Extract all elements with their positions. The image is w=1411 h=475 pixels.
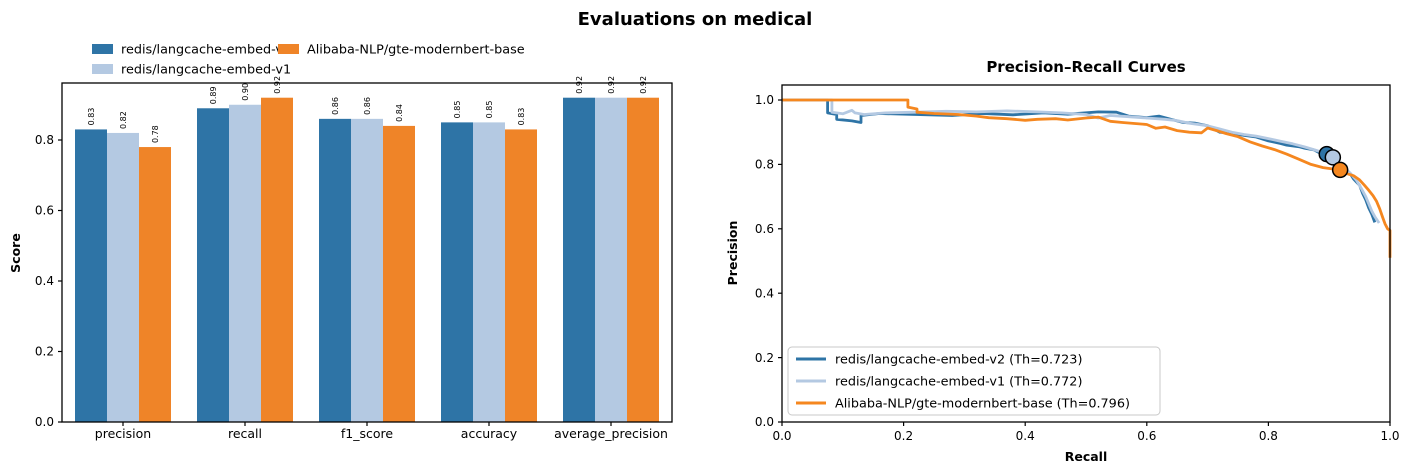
bar bbox=[595, 97, 627, 422]
bar-value-label: 0.85 bbox=[485, 101, 494, 119]
bar-value-label: 0.85 bbox=[453, 101, 462, 119]
bar bbox=[473, 122, 505, 422]
legend-label: redis/langcache-embed-v1 (Th=0.772) bbox=[835, 374, 1082, 389]
pr-chart: 0.0 0.2 0.4 0.6 0.8 1.0 0.0 0.2 0.4 0.6 0.8 1.0 redi… bbox=[755, 84, 1400, 443]
y-tick-label: 1.0 bbox=[755, 93, 774, 107]
x-tick-label: 0.8 bbox=[1259, 429, 1278, 443]
bar bbox=[505, 129, 537, 423]
bar bbox=[261, 97, 293, 422]
threshold-marker bbox=[1331, 161, 1349, 179]
bar bbox=[75, 129, 107, 423]
bar-value-label: 0.92 bbox=[575, 76, 584, 94]
threshold-marker bbox=[1324, 149, 1342, 166]
bar-ylabel: Score bbox=[8, 233, 23, 273]
bar-value-label: 0.92 bbox=[273, 76, 282, 94]
legend-label: redis/langcache-embed-v2 (Th=0.723) bbox=[835, 352, 1082, 367]
bar bbox=[351, 118, 383, 422]
bar bbox=[383, 125, 415, 423]
legend-swatch bbox=[92, 44, 113, 54]
bar-plot-border bbox=[61, 82, 673, 423]
pr-curve bbox=[782, 98, 1392, 258]
bar-value-label: 0.92 bbox=[607, 76, 616, 94]
y-tick-label: 0.4 bbox=[755, 286, 774, 300]
legend-label: redis/langcache-embed-v1 bbox=[121, 62, 291, 77]
bar-value-label: 0.83 bbox=[87, 108, 96, 126]
bar-value-label: 0.92 bbox=[639, 76, 648, 94]
pr-plot-border bbox=[781, 84, 1391, 423]
x-category-label: f1_score bbox=[341, 426, 394, 441]
bar bbox=[627, 97, 659, 422]
x-tick-label: 1.0 bbox=[1380, 429, 1399, 443]
legend-swatch bbox=[92, 64, 113, 74]
bar bbox=[319, 118, 351, 422]
bar-value-label: 0.86 bbox=[331, 97, 340, 115]
bar-value-label: 0.90 bbox=[241, 83, 250, 101]
bar bbox=[107, 132, 139, 422]
x-tick-label: 0.2 bbox=[894, 429, 913, 443]
pr-xlabel: Recall bbox=[1065, 449, 1108, 464]
pr-legend-box bbox=[787, 346, 1161, 416]
legend-label: Alibaba-NLP/gte-modernbert-base (Th=0.79… bbox=[835, 396, 1130, 411]
pr-curve bbox=[782, 98, 1381, 224]
legend-label: redis/langcache-embed-v2 bbox=[121, 42, 291, 57]
y-tick-label: 0.2 bbox=[755, 351, 774, 365]
legend-swatch bbox=[278, 44, 299, 54]
y-tick-label: 0.6 bbox=[755, 222, 774, 236]
x-tick-label: 0.0 bbox=[772, 429, 791, 443]
bar-value-label: 0.89 bbox=[209, 86, 218, 104]
bar-value-label: 0.83 bbox=[517, 108, 526, 126]
bar bbox=[229, 104, 261, 422]
bar-chart-legend: redis/langcache-embed-v2 redis/langcache-… bbox=[92, 42, 525, 77]
x-category-label: average_precision bbox=[554, 426, 668, 441]
x-tick-label: 0.6 bbox=[1137, 429, 1156, 443]
y-tick-label: 0.6 bbox=[35, 204, 54, 218]
figure-title: Evaluations on medical bbox=[578, 9, 813, 30]
y-tick-label: 0.2 bbox=[35, 345, 54, 359]
bar bbox=[441, 122, 473, 422]
x-category-label: recall bbox=[228, 426, 262, 441]
x-category-label: accuracy bbox=[461, 426, 518, 441]
bar bbox=[197, 108, 229, 423]
y-tick-label: 0.8 bbox=[755, 158, 774, 172]
y-tick-label: 0.8 bbox=[35, 133, 54, 147]
pr-title: Precision–Recall Curves bbox=[986, 58, 1185, 76]
y-tick-label: 0.4 bbox=[35, 274, 54, 288]
legend-label: Alibaba-NLP/gte-modernbert-base bbox=[307, 42, 525, 57]
x-tick-label: 0.4 bbox=[1016, 429, 1035, 443]
bar-value-label: 0.82 bbox=[119, 111, 128, 129]
bar bbox=[139, 147, 171, 423]
bar-value-label: 0.86 bbox=[363, 97, 372, 115]
pr-ylabel: Precision bbox=[725, 221, 740, 286]
bar-chart: 0.0 0.2 0.4 0.6 0.8 precision 0.83 0.82 0.78 reca… bbox=[35, 76, 673, 441]
x-category-label: precision bbox=[95, 426, 151, 441]
y-tick-label: 0.0 bbox=[35, 415, 54, 429]
bar-value-label: 0.84 bbox=[395, 104, 404, 122]
bar-value-label: 0.78 bbox=[151, 125, 160, 143]
bar bbox=[563, 97, 595, 422]
y-tick-label: 0.0 bbox=[755, 415, 774, 429]
